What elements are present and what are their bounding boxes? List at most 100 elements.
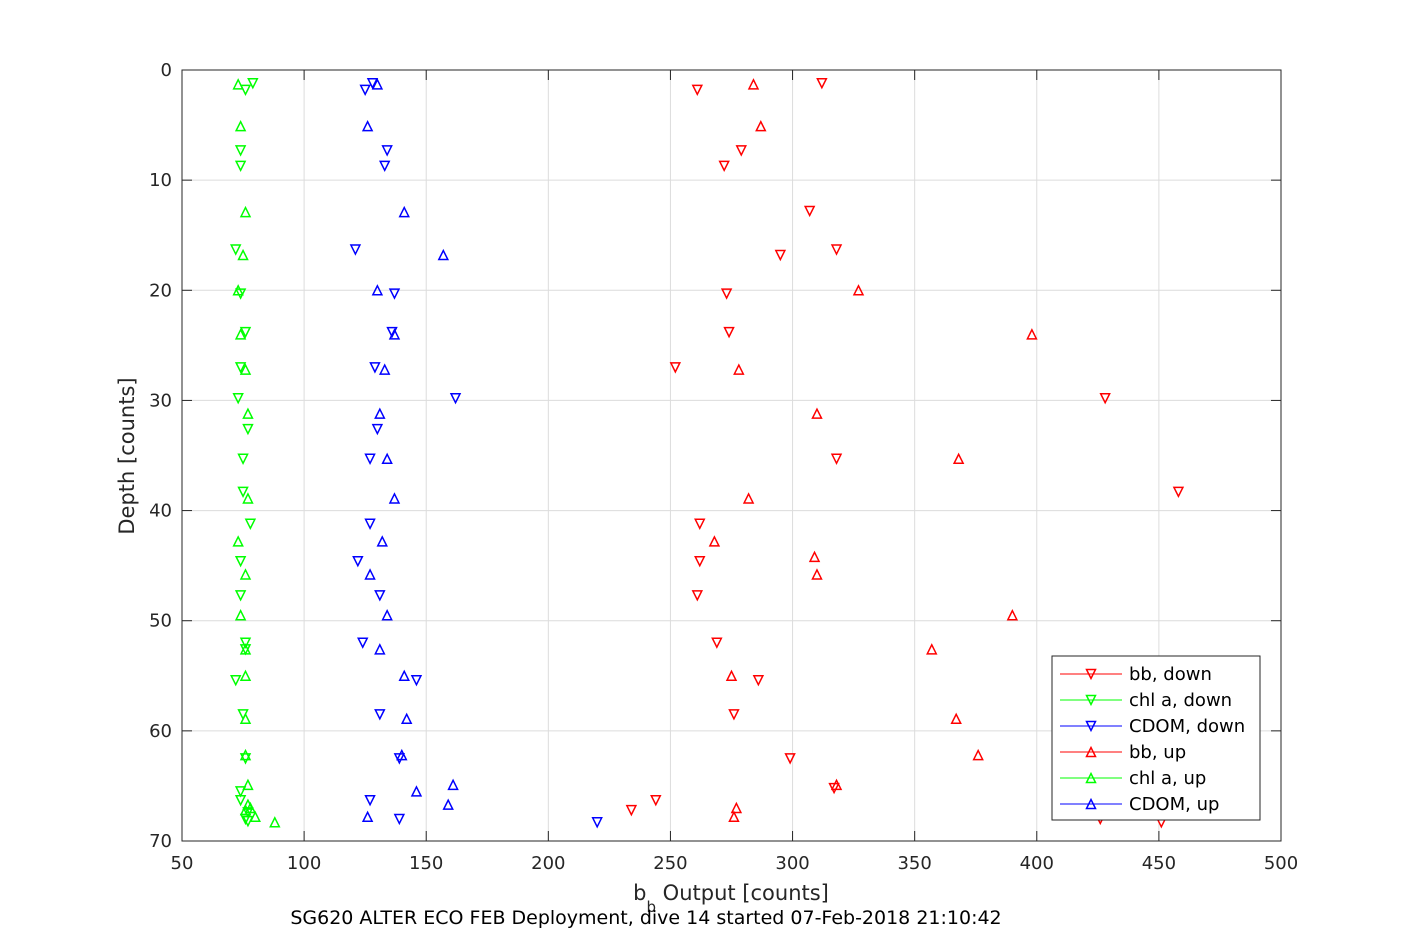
data-point [972,748,984,761]
data-point [381,609,393,621]
data-point [816,77,828,90]
series-2 [349,77,603,829]
data-point [242,492,254,504]
data-point [371,423,384,436]
data-point [239,753,252,765]
data-point [669,362,682,374]
data-point [242,423,254,436]
axis-ticks: 50 100 150 200 250 300 350 400 450 500 0 10 20 30 40 50… [149,60,1298,874]
data-point [234,590,247,602]
x-axis-label-main: b [633,881,646,905]
series-5 [361,78,459,823]
data-point [926,643,938,655]
series-3 [708,78,1038,823]
legend-label: bb, down [1129,664,1212,685]
y-tick-label: 0 [161,60,172,81]
plot-frame [181,69,1282,842]
data-point [852,284,865,296]
data-point [234,160,247,173]
data-point [742,492,755,504]
data-point [386,326,398,339]
data-point [442,798,454,810]
data-point [393,813,406,826]
data-point [1099,392,1111,405]
x-tick-label: 450 [1142,853,1176,874]
legend-label: chl a, down [1129,690,1232,711]
data-point [381,452,393,465]
data-point [234,119,247,132]
data-point [774,249,787,262]
data-point [388,328,401,340]
data-point [733,363,745,375]
y-tick-label: 40 [149,501,172,522]
data-point [388,492,401,504]
x-tick-label: 350 [897,853,931,874]
data-point [239,669,252,682]
data-point [269,816,281,828]
data-point [396,748,408,761]
data-point [735,145,747,157]
data-point [1026,328,1038,340]
data-point [232,284,244,296]
legend-label: CDOM, up [1129,794,1219,815]
data-point [694,518,706,530]
data-point [725,669,738,682]
data-point [234,786,247,798]
data-point [374,709,386,721]
data-point [371,284,384,296]
data-point [242,407,254,419]
data-point [244,518,257,530]
data-point [237,453,249,465]
data-point [400,712,413,724]
y-tick-label: 20 [149,280,172,301]
y-axis-label: Depth [counts] [115,377,139,534]
legend-marker [1085,771,1097,784]
data-point [230,674,242,687]
y-tick-label: 10 [149,170,172,191]
data-point [371,78,384,90]
data-point [437,248,450,261]
data-point [591,817,603,829]
data-point [364,518,376,530]
y-tick-label: 50 [149,611,172,632]
data-point [374,590,386,602]
y-tick-label: 60 [149,721,172,742]
legend-marker [1085,694,1097,707]
legend-marker [1085,720,1097,733]
x-tick-label: 300 [775,853,809,874]
data-point [364,453,376,465]
data-point [728,709,740,721]
legend-marker [1085,668,1097,681]
data-point [234,362,247,374]
data-point [650,794,662,807]
data-point [237,248,249,261]
data-point [830,453,843,465]
y-tick-label: 70 [149,831,172,852]
data-point [361,119,374,132]
data-points [230,77,1185,829]
data-point [239,363,252,375]
data-point [952,452,965,465]
data-point [239,326,252,339]
data-point [374,407,386,419]
x-tick-label: 200 [531,853,565,874]
data-point [361,810,374,823]
x-axis-label-subscript: b [646,898,656,916]
data-point [366,77,379,90]
data-point [239,748,252,761]
data-point [398,669,410,682]
data-point [237,486,249,499]
data-point [239,84,252,97]
x-tick-label: 100 [287,853,321,874]
x-tick-label: 50 [171,853,194,874]
data-point [352,555,364,568]
data-point [1172,486,1185,499]
data-point [364,568,376,580]
y-tick-label: 30 [149,390,172,411]
data-point [691,84,704,97]
x-axis-label: bb Output [counts] [633,881,829,916]
x-tick-label: 400 [1020,853,1054,874]
data-point [374,643,386,655]
data-point [398,205,410,218]
